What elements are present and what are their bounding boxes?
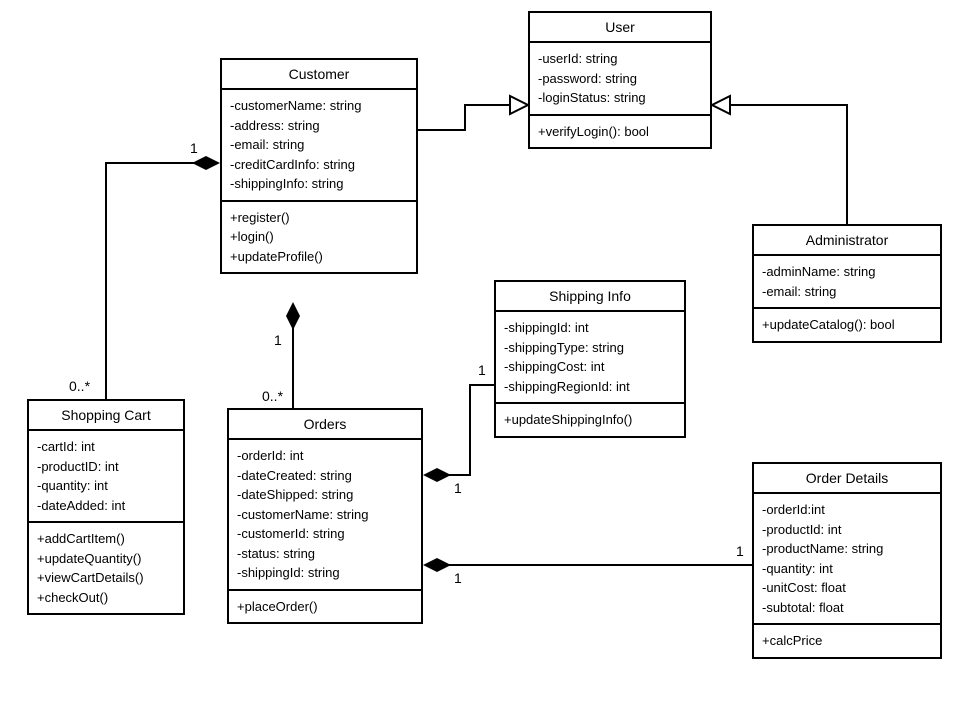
attr: -password: string <box>538 69 702 89</box>
method: +updateShippingInfo() <box>504 410 676 430</box>
attr: -orderId: int <box>237 446 413 466</box>
attr: -shippingInfo: string <box>230 174 408 194</box>
attr: -userId: string <box>538 49 702 69</box>
class-name: User <box>530 13 710 43</box>
class-orders: Orders -orderId: int -dateCreated: strin… <box>227 408 423 624</box>
attr: -shippingId: string <box>237 563 413 583</box>
attr: -unitCost: float <box>762 578 932 598</box>
attr: -shippingId: int <box>504 318 676 338</box>
class-orderdetails: Order Details -orderId:int -productId: i… <box>752 462 942 659</box>
attributes: -orderId:int -productId: int -productNam… <box>754 494 940 625</box>
method: +calcPrice <box>762 631 932 651</box>
class-name: Administrator <box>754 226 940 256</box>
mult-label: 1 <box>478 362 486 378</box>
attr: -quantity: int <box>37 476 175 496</box>
attr: -dateShipped: string <box>237 485 413 505</box>
class-customer: Customer -customerName: string -address:… <box>220 58 418 274</box>
attr: -shippingCost: int <box>504 357 676 377</box>
method: +login() <box>230 227 408 247</box>
mult-label: 1 <box>454 570 462 586</box>
methods: +calcPrice <box>754 625 940 657</box>
class-name: Shipping Info <box>496 282 684 312</box>
attributes: -userId: string -password: string -login… <box>530 43 710 116</box>
mult-label: 0..* <box>69 378 90 394</box>
class-administrator: Administrator -adminName: string -email:… <box>752 224 942 343</box>
mult-label: 1 <box>274 332 282 348</box>
attr: -address: string <box>230 116 408 136</box>
attributes: -cartId: int -productID: int -quantity: … <box>29 431 183 523</box>
mult-label: 0..* <box>262 388 283 404</box>
attr: -quantity: int <box>762 559 932 579</box>
method: +register() <box>230 208 408 228</box>
attr: -customerId: string <box>237 524 413 544</box>
class-name: Customer <box>222 60 416 90</box>
methods: +placeOrder() <box>229 591 421 623</box>
methods: +updateShippingInfo() <box>496 404 684 436</box>
method: +verifyLogin(): bool <box>538 122 702 142</box>
mult-label: 1 <box>190 140 198 156</box>
attr: -dateAdded: int <box>37 496 175 516</box>
attr: -productId: int <box>762 520 932 540</box>
method: +updateCatalog(): bool <box>762 315 932 335</box>
class-user: User -userId: string -password: string -… <box>528 11 712 149</box>
class-name: Orders <box>229 410 421 440</box>
attr: -email: string <box>230 135 408 155</box>
method: +checkOut() <box>37 588 175 608</box>
attr: -cartId: int <box>37 437 175 457</box>
attr: -creditCardInfo: string <box>230 155 408 175</box>
method: +viewCartDetails() <box>37 568 175 588</box>
attr: -adminName: string <box>762 262 932 282</box>
method: +addCartItem() <box>37 529 175 549</box>
attributes: -shippingId: int -shippingType: string -… <box>496 312 684 404</box>
attr: -loginStatus: string <box>538 88 702 108</box>
methods: +updateCatalog(): bool <box>754 309 940 341</box>
attr: -status: string <box>237 544 413 564</box>
attr: -email: string <box>762 282 932 302</box>
mult-label: 1 <box>454 480 462 496</box>
attr: -productName: string <box>762 539 932 559</box>
attr: -shippingRegionId: int <box>504 377 676 397</box>
methods: +register() +login() +updateProfile() <box>222 202 416 273</box>
attributes: -orderId: int -dateCreated: string -date… <box>229 440 421 591</box>
attr: -dateCreated: string <box>237 466 413 486</box>
attr: -subtotal: float <box>762 598 932 618</box>
methods: +verifyLogin(): bool <box>530 116 710 148</box>
methods: +addCartItem() +updateQuantity() +viewCa… <box>29 523 183 613</box>
method: +updateProfile() <box>230 247 408 267</box>
attr: -customerName: string <box>237 505 413 525</box>
class-name: Shopping Cart <box>29 401 183 431</box>
attributes: -adminName: string -email: string <box>754 256 940 309</box>
attr: -orderId:int <box>762 500 932 520</box>
class-shippinginfo: Shipping Info -shippingId: int -shipping… <box>494 280 686 438</box>
attr: -shippingType: string <box>504 338 676 358</box>
class-name: Order Details <box>754 464 940 494</box>
method: +updateQuantity() <box>37 549 175 569</box>
uml-diagram: User -userId: string -password: string -… <box>0 0 969 705</box>
mult-label: 1 <box>736 543 744 559</box>
attributes: -customerName: string -address: string -… <box>222 90 416 202</box>
class-shoppingcart: Shopping Cart -cartId: int -productID: i… <box>27 399 185 615</box>
attr: -customerName: string <box>230 96 408 116</box>
attr: -productID: int <box>37 457 175 477</box>
method: +placeOrder() <box>237 597 413 617</box>
